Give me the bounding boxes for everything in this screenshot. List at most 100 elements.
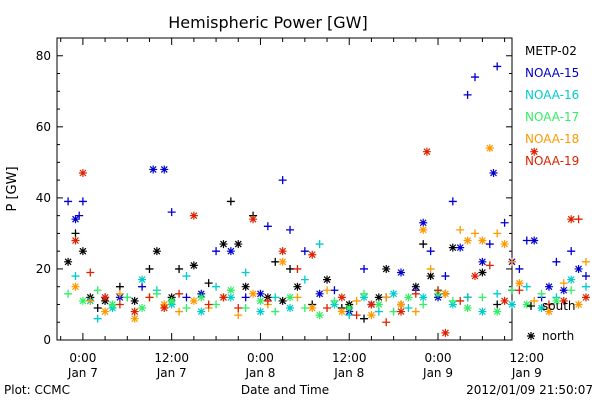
data-point: [448, 197, 457, 206]
data-point: [456, 296, 465, 305]
marker-legend-label: north: [542, 329, 574, 343]
data-point: [493, 300, 502, 309]
marker-legend-label: south: [542, 299, 576, 313]
data-point: [278, 296, 287, 305]
data-point: [138, 275, 147, 284]
data-point: [456, 243, 465, 252]
data-point: [256, 289, 265, 298]
data-point: [581, 257, 590, 266]
data-point: [263, 296, 272, 305]
legend-entry: METP-02: [525, 44, 577, 58]
data-point: [411, 289, 420, 298]
data-point: [315, 289, 324, 298]
data-point: [404, 293, 413, 302]
data-point: [241, 293, 250, 302]
data-point: [530, 296, 539, 305]
data-point: [463, 304, 472, 313]
data-point: [352, 311, 361, 320]
x-tick-label-time: 0:00: [425, 351, 452, 365]
data-point: [315, 311, 324, 320]
data-point: [286, 304, 295, 313]
x-tick-label-time: 12:00: [154, 351, 189, 365]
data-point: [71, 229, 80, 238]
data-point: [115, 300, 124, 309]
data-point: [567, 275, 576, 284]
data-point: [241, 282, 250, 291]
data-point: [182, 304, 191, 313]
data-point: [330, 286, 339, 295]
data-point: [522, 236, 531, 245]
data-point: [530, 147, 539, 156]
data-point: [167, 296, 176, 305]
legend-entry: NOAA-17: [525, 110, 579, 124]
y-axis: 0 20 40 60 80: [36, 49, 512, 347]
data-point: [175, 289, 184, 298]
data-point: [71, 272, 80, 281]
x-tick-label-date: Jan 8: [333, 366, 364, 380]
legend-entry: NOAA-16: [525, 88, 579, 102]
data-point: [448, 296, 457, 305]
data-point: [337, 293, 346, 302]
data-point: [581, 272, 590, 281]
data-point: [123, 293, 132, 302]
data-point: [574, 215, 583, 224]
y-tick-label: 80: [36, 49, 51, 63]
data-point: [581, 293, 590, 302]
y-tick-label: 20: [36, 262, 51, 276]
chart-title: Hemispheric Power [GW]: [168, 13, 367, 32]
data-point: [522, 300, 531, 309]
data-point: [115, 289, 124, 298]
data-point: [300, 247, 309, 256]
x-tick-label-date: Jan 9: [422, 366, 453, 380]
marker-legend-symbol: [527, 302, 535, 310]
data-point: [160, 304, 169, 313]
data-point: [552, 296, 561, 305]
data-point: [426, 272, 435, 281]
data-point: [71, 282, 80, 291]
data-point: [419, 300, 428, 309]
data-point: [552, 257, 561, 266]
data-point: [441, 272, 450, 281]
data-point: [567, 286, 576, 295]
data-point: [374, 300, 383, 309]
data-point: [500, 218, 509, 227]
data-point: [374, 293, 383, 302]
data-point: [204, 300, 213, 309]
data-point: [567, 215, 576, 224]
data-point: [559, 279, 568, 288]
data-point: [263, 222, 272, 231]
data-point: [471, 73, 480, 82]
data-point: [463, 90, 472, 99]
data-point: [189, 296, 198, 305]
data-point: [300, 275, 309, 284]
data-point: [212, 247, 221, 256]
x-tick-label-date: Jan 8: [244, 366, 275, 380]
data-point: [478, 257, 487, 266]
data-point: [241, 268, 250, 277]
data-point: [463, 236, 472, 245]
footer-plot-source: Plot: CCMC: [4, 383, 70, 397]
data-point: [522, 282, 531, 291]
data-point: [145, 264, 154, 273]
data-point: [434, 286, 443, 295]
data-point: [182, 293, 191, 302]
data-point: [234, 304, 243, 313]
y-tick-label: 60: [36, 120, 51, 134]
data-point: [323, 275, 332, 284]
marker-legend-symbol: [527, 332, 535, 340]
data-point: [345, 311, 354, 320]
data-point: [382, 264, 391, 273]
data-point: [226, 247, 235, 256]
data-point: [389, 289, 398, 298]
data-point: [500, 296, 509, 305]
data-point: [78, 197, 87, 206]
data-point: [108, 300, 117, 309]
data-point: [419, 293, 428, 302]
footer-timestamp: 2012/01/09 21:50:07: [466, 383, 593, 397]
data-point: [249, 215, 258, 224]
data-point: [360, 289, 369, 298]
x-tick-label-time: 12:00: [332, 351, 367, 365]
data-point: [78, 247, 87, 256]
data-point: [537, 289, 546, 298]
